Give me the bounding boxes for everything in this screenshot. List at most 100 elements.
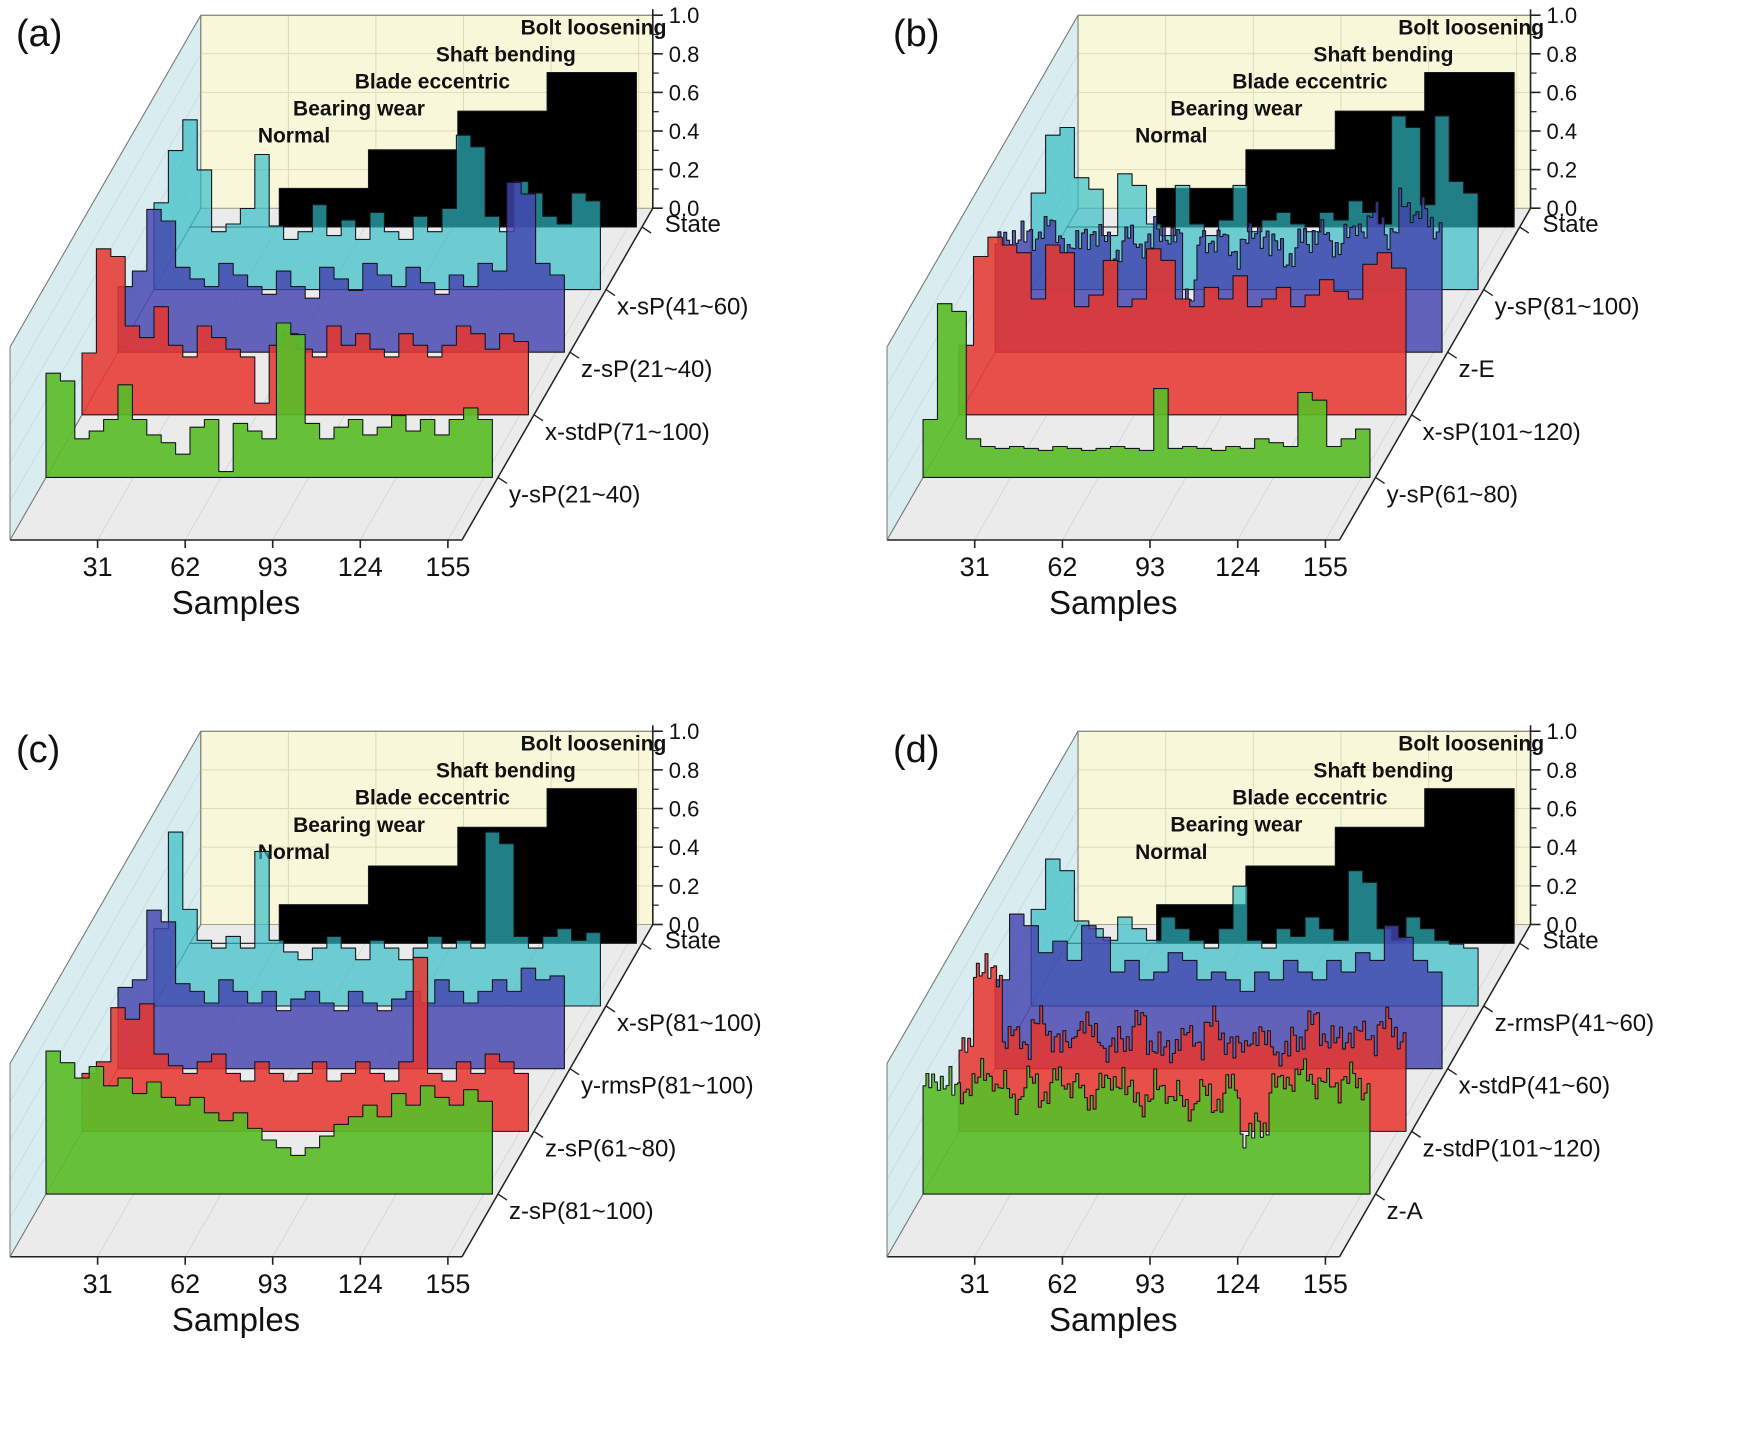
z-tick-label: 0.0 bbox=[669, 912, 700, 937]
series-x-sP(41~60) bbox=[153, 119, 601, 291]
state-label: Blade eccentric bbox=[355, 787, 510, 810]
x-axis: 31 62 93 124 155 Samples bbox=[83, 540, 470, 621]
z-tick-label: 0.0 bbox=[1547, 196, 1578, 221]
panel-c: 0.0 0.2 0.4 0.6 0.8 1.0 31 62 93 124 155 Samples Sta… bbox=[0, 716, 877, 1433]
state-wall-labels: Normal Bearing wear Blade eccentric Shaft b… bbox=[258, 17, 667, 148]
state-label: Bolt loosening bbox=[521, 733, 667, 756]
z-tick-label: 1.0 bbox=[1547, 3, 1578, 28]
z-tick-label: 0.4 bbox=[1547, 119, 1578, 144]
x-tick-label: 93 bbox=[258, 1269, 288, 1299]
series-x-stdP(41~60) bbox=[994, 913, 1443, 1070]
depth-axis: State z-rmsP(41~60) x-stdP(41~60) z-stdP(10… bbox=[1375, 928, 1654, 1225]
x-tick-label: 124 bbox=[1215, 552, 1260, 582]
x-axis-title: Samples bbox=[172, 1301, 300, 1338]
panel-letter: (c) bbox=[16, 729, 60, 771]
x-tick-label: 155 bbox=[1303, 552, 1348, 582]
panel-a-chart: 0.0 0.2 0.4 0.6 0.8 1.0 31 62 93 124 155 Samples Sta… bbox=[9, 3, 748, 621]
x-axis-title: Samples bbox=[1049, 1302, 1177, 1339]
x-tick-label: 93 bbox=[1135, 552, 1165, 582]
x-tick-label: 124 bbox=[1215, 1269, 1260, 1299]
depth-label-state: State bbox=[1543, 211, 1599, 238]
z-tick-label: 0.6 bbox=[669, 80, 700, 105]
z-tick-label: 0.6 bbox=[1547, 80, 1578, 105]
x-tick-label: 31 bbox=[960, 552, 990, 582]
panel-d-chart: 0.0 0.2 0.4 0.6 0.8 1.0 31 62 93 124 155 Samples Sta… bbox=[886, 719, 1654, 1339]
state-label: Blade eccentric bbox=[1232, 787, 1388, 810]
z-tick-label: 1.0 bbox=[669, 719, 700, 744]
x-axis-title: Samples bbox=[172, 584, 300, 621]
depth-label-series: x-sP(81~100) bbox=[617, 1010, 762, 1037]
panel-root: 0.0 0.2 0.4 0.6 0.8 1.0 31 62 93 124 155 Samples Sta… bbox=[886, 719, 1654, 1339]
z-tick-label: 0.6 bbox=[1547, 797, 1578, 822]
depth-label-series: z-sP(21~40) bbox=[581, 356, 712, 383]
state-label: Bearing wear bbox=[1170, 98, 1302, 121]
depth-label-series: z-sP(81~100) bbox=[509, 1198, 654, 1225]
panel-a: 0.0 0.2 0.4 0.6 0.8 1.0 31 62 93 124 155 Samples Sta… bbox=[0, 0, 877, 716]
state-label: Bolt loosening bbox=[1398, 733, 1544, 756]
series-z-stdP(101~120) bbox=[958, 953, 1407, 1132]
ridges bbox=[922, 788, 1515, 1195]
state-wall-labels: Normal Bearing wear Blade eccentric Shaft b… bbox=[1135, 733, 1544, 864]
z-tick-label: 1.0 bbox=[669, 3, 700, 28]
panel-letter: (a) bbox=[16, 13, 62, 55]
z-tick-label: 0.8 bbox=[1547, 758, 1578, 783]
x-tick-label: 93 bbox=[258, 552, 288, 582]
panel-letter: (d) bbox=[893, 729, 939, 771]
panel-b: 0.0 0.2 0.4 0.6 0.8 1.0 31 62 93 124 155 Samples Sta… bbox=[877, 0, 1755, 716]
state-label: Bolt loosening bbox=[1398, 17, 1544, 40]
z-axis: 0.0 0.2 0.4 0.6 0.8 1.0 bbox=[651, 3, 700, 221]
z-tick-label: 0.8 bbox=[669, 42, 700, 67]
state-label: Bolt loosening bbox=[521, 17, 667, 40]
x-axis-title: Samples bbox=[1049, 584, 1177, 621]
x-tick-label: 124 bbox=[338, 1269, 383, 1299]
z-tick-label: 0.4 bbox=[669, 119, 700, 144]
depth-label-state: State bbox=[1543, 928, 1599, 955]
state-label: Bearing wear bbox=[1170, 814, 1302, 837]
depth-label-series: y-sP(21~40) bbox=[509, 481, 640, 508]
state-label: Shaft bending bbox=[436, 760, 576, 783]
series-z-sP(81~100) bbox=[45, 1050, 493, 1195]
z-axis: 0.0 0.2 0.4 0.6 0.8 1.0 bbox=[651, 719, 700, 938]
depth-label-series: y-sP(61~80) bbox=[1387, 481, 1518, 508]
panel-b-chart: 0.0 0.2 0.4 0.6 0.8 1.0 31 62 93 124 155 Samples Sta… bbox=[886, 3, 1640, 621]
panel-root: 0.0 0.2 0.4 0.6 0.8 1.0 31 62 93 124 155 Samples Sta… bbox=[9, 719, 762, 1338]
depth-label-series: x-stdP(71~100) bbox=[545, 419, 710, 446]
state-wall-labels: Normal Bearing wear Blade eccentric Shaft b… bbox=[1135, 17, 1544, 148]
panel-root: 0.0 0.2 0.4 0.6 0.8 1.0 31 62 93 124 155 Samples Sta… bbox=[9, 3, 748, 621]
z-tick-label: 0.0 bbox=[669, 196, 700, 221]
panel-d: 0.0 0.2 0.4 0.6 0.8 1.0 31 62 93 124 155 Samples Sta… bbox=[877, 716, 1755, 1433]
panel-c-chart: 0.0 0.2 0.4 0.6 0.8 1.0 31 62 93 124 155 Samples Sta… bbox=[9, 719, 762, 1338]
z-tick-label: 0.8 bbox=[1547, 42, 1578, 67]
series-x-sP(81~100) bbox=[153, 831, 601, 1007]
x-tick-label: 62 bbox=[1047, 552, 1077, 582]
x-axis: 31 62 93 124 155 Samples bbox=[960, 540, 1348, 621]
series-y-rmsP(81~100) bbox=[117, 909, 565, 1070]
series-z-sP(61~80) bbox=[81, 956, 529, 1132]
z-tick-label: 1.0 bbox=[1547, 719, 1578, 744]
x-tick-label: 155 bbox=[425, 1269, 470, 1299]
z-tick-label: 0.4 bbox=[1547, 835, 1578, 860]
state-label: Blade eccentric bbox=[1232, 71, 1388, 94]
depth-label-series: z-E bbox=[1459, 356, 1495, 383]
state-label: Normal bbox=[1135, 125, 1207, 148]
series-x-stdP(71~100) bbox=[81, 248, 529, 416]
z-tick-label: 0.2 bbox=[669, 158, 700, 183]
z-tick-label: 0.8 bbox=[669, 758, 700, 783]
z-tick-label: 0.2 bbox=[1547, 874, 1578, 899]
depth-label-series: x-sP(101~120) bbox=[1423, 419, 1581, 446]
ridges bbox=[45, 72, 637, 478]
z-tick-label: 0.2 bbox=[669, 874, 700, 899]
depth-axis: State x-sP(41~60) z-sP(21~40) x-stdP(71~100… bbox=[497, 211, 748, 508]
state-wall-labels: Normal Bearing wear Blade eccentric Shaft b… bbox=[258, 733, 667, 864]
ridges bbox=[922, 72, 1515, 478]
x-axis: 31 62 93 124 155 Samples bbox=[960, 1256, 1348, 1339]
state-label: Blade eccentric bbox=[355, 71, 511, 94]
state-label: Shaft bending bbox=[436, 44, 576, 67]
depth-label-series: x-sP(41~60) bbox=[617, 294, 748, 321]
depth-label-state: State bbox=[665, 928, 721, 955]
panel-letter: (b) bbox=[893, 13, 939, 55]
series-z-A bbox=[922, 1058, 1371, 1195]
x-tick-label: 31 bbox=[83, 1269, 113, 1299]
x-tick-label: 62 bbox=[170, 552, 200, 582]
